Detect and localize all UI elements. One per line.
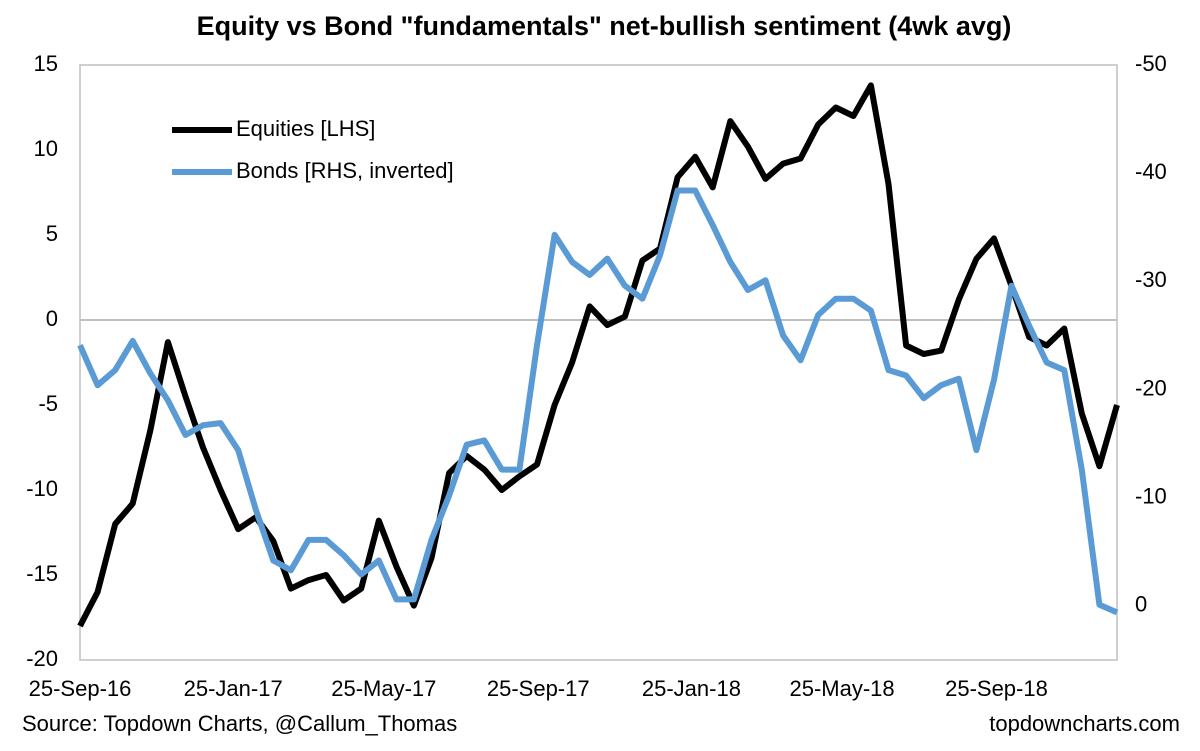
series-line bbox=[77, 187, 1119, 616]
x-tick-label: 25-Jan-17 bbox=[184, 676, 283, 701]
x-tick-label: 25-May-17 bbox=[331, 676, 436, 701]
source: Source: Topdown Charts, @Callum_Thomas bbox=[22, 711, 457, 736]
y-tick-label: 5 bbox=[46, 221, 58, 246]
y-tick-label: 0 bbox=[46, 306, 58, 331]
y2-tick-label: -50 bbox=[1135, 51, 1167, 76]
y-tick-label: -5 bbox=[38, 391, 58, 416]
x-tick-label: 25-Sep-18 bbox=[945, 676, 1048, 701]
y2-tick-label: -30 bbox=[1135, 267, 1167, 292]
legend-label: Bonds [RHS, inverted] bbox=[236, 158, 454, 183]
x-tick-label: 25-May-18 bbox=[789, 676, 894, 701]
y-tick-label: -10 bbox=[26, 476, 58, 501]
x-tick-label: 25-Sep-16 bbox=[29, 676, 132, 701]
y-tick-label: 10 bbox=[34, 136, 58, 161]
y2-tick-label: -10 bbox=[1135, 484, 1167, 509]
credit: topdowncharts.com bbox=[989, 711, 1180, 736]
y2-tick-label: -40 bbox=[1135, 159, 1167, 184]
y-tick-label: 15 bbox=[34, 51, 58, 76]
plot-frame bbox=[79, 64, 1118, 661]
legend-label: Equities [LHS] bbox=[236, 116, 375, 141]
series-line bbox=[77, 82, 1120, 628]
y-tick-label: -20 bbox=[26, 646, 58, 671]
x-tick-label: 25-Sep-17 bbox=[487, 676, 590, 701]
y2-tick-label: 0 bbox=[1135, 592, 1147, 617]
y2-tick-label: -20 bbox=[1135, 375, 1167, 400]
x-tick-label: 25-Jan-18 bbox=[642, 676, 741, 701]
chart-title: Equity vs Bond "fundamentals" net-bullis… bbox=[197, 11, 1012, 41]
y-tick-label: -15 bbox=[26, 561, 58, 586]
